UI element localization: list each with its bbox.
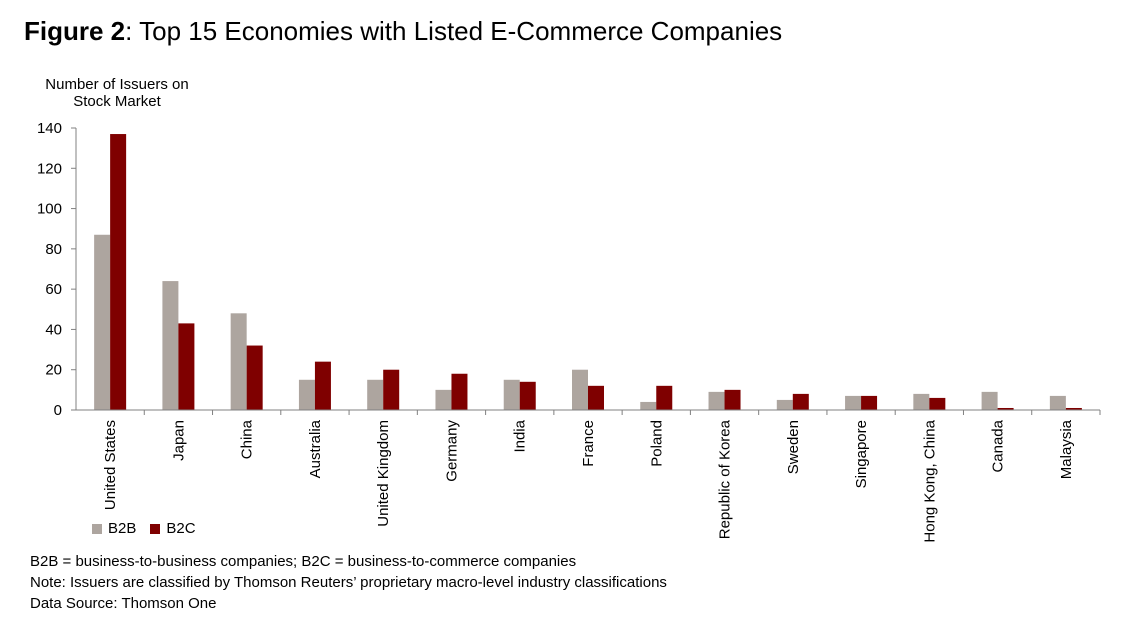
y-tick-label: 80 [45, 241, 62, 258]
bar-b2c-japan [178, 323, 195, 410]
x-tick-label: Poland [648, 420, 665, 467]
figure-notes: B2B = business-to-business companies; B2… [30, 551, 667, 614]
bar-b2b-france [572, 369, 588, 410]
bar-b2b-malaysia [1049, 395, 1066, 410]
bar-b2b-united-states [94, 234, 111, 410]
bar-b2b-china [230, 313, 247, 410]
y-tick-label: 140 [37, 120, 62, 137]
bar-b2c-hong-kong-china [929, 397, 946, 410]
y-tick-label: 60 [45, 281, 62, 298]
legend: B2B B2C [92, 520, 204, 537]
bar-b2b-united-kingdom [367, 379, 384, 410]
bar-b2c-australia [314, 361, 331, 410]
bar-b2c-singapore [861, 395, 878, 410]
note-data-source: Data Source: Thomson One [30, 595, 217, 612]
x-tick-label: Malaysia [1058, 419, 1075, 479]
figure-label: Figure 2 [24, 16, 126, 46]
y-tick-label: 40 [45, 321, 62, 338]
y-tick-label: 0 [54, 402, 62, 419]
bar-b2c-sweden [792, 393, 809, 410]
x-tick-label: India [512, 419, 529, 452]
legend-label-b2b: B2B [108, 520, 137, 537]
bar-b2c-france [588, 385, 604, 410]
y-tick-label: 120 [37, 160, 62, 177]
x-tick-label: Sweden [785, 420, 802, 474]
bar-b2b-australia [298, 379, 315, 410]
y-tick-label: 100 [37, 201, 62, 218]
x-tick-label: France [580, 420, 597, 467]
bar-b2b-sweden [776, 399, 793, 410]
legend-label-b2c: B2C [166, 520, 196, 537]
figure-title: Figure 2: Top 15 Economies with Listed E… [24, 16, 782, 47]
bar-b2c-china [246, 345, 263, 410]
bar-b2c-united-kingdom [383, 369, 400, 410]
x-tick-label: United States [102, 420, 119, 510]
bar-b2b-poland [640, 401, 657, 410]
bar-b2b-japan [162, 281, 179, 410]
x-tick-label: China [239, 419, 256, 459]
legend-swatch-b2c [150, 523, 161, 534]
bar-b2b-canada [981, 391, 998, 410]
bar-b2c-germany [451, 373, 468, 410]
figure-title-text: : Top 15 Economies with Listed E-Commerc… [125, 16, 783, 46]
bar-b2c-malaysia [1065, 407, 1082, 410]
bar-b2c-united-states [110, 134, 127, 411]
note-definitions: B2B = business-to-business companies; B2… [30, 553, 577, 570]
bar-b2b-germany [435, 389, 452, 410]
bar-b2c-republic-of-korea [724, 389, 741, 410]
bar-b2b-hong-kong-china [913, 393, 930, 410]
bar-b2c-canada [997, 407, 1014, 410]
legend-item-b2c: B2C [150, 520, 196, 537]
legend-item-b2b: B2B [92, 520, 136, 537]
legend-swatch-b2b [92, 523, 102, 534]
x-tick-label: Japan [170, 420, 187, 461]
y-axis-label-line2: Stock Market [73, 93, 161, 110]
bar-b2b-india [503, 379, 520, 410]
bar-b2c-india [519, 381, 536, 410]
y-tick-label: 20 [45, 362, 62, 379]
x-tick-label: Republic of Korea [717, 419, 734, 539]
x-tick-label: Hong Kong, China [921, 419, 938, 542]
bar-b2b-republic-of-korea [708, 391, 725, 410]
x-tick-label: United Kingdom [375, 420, 392, 527]
bar-b2c-poland [656, 385, 673, 410]
note-classification: Note: Issuers are classified by Thomson … [30, 574, 667, 591]
x-tick-label: Singapore [853, 420, 870, 488]
y-axis-label-line1: Number of Issuers on [45, 76, 188, 93]
x-tick-label: Canada [990, 419, 1007, 472]
bar-b2b-singapore [845, 395, 862, 410]
x-tick-label: Australia [307, 419, 324, 478]
x-tick-label: Germany [443, 420, 460, 482]
